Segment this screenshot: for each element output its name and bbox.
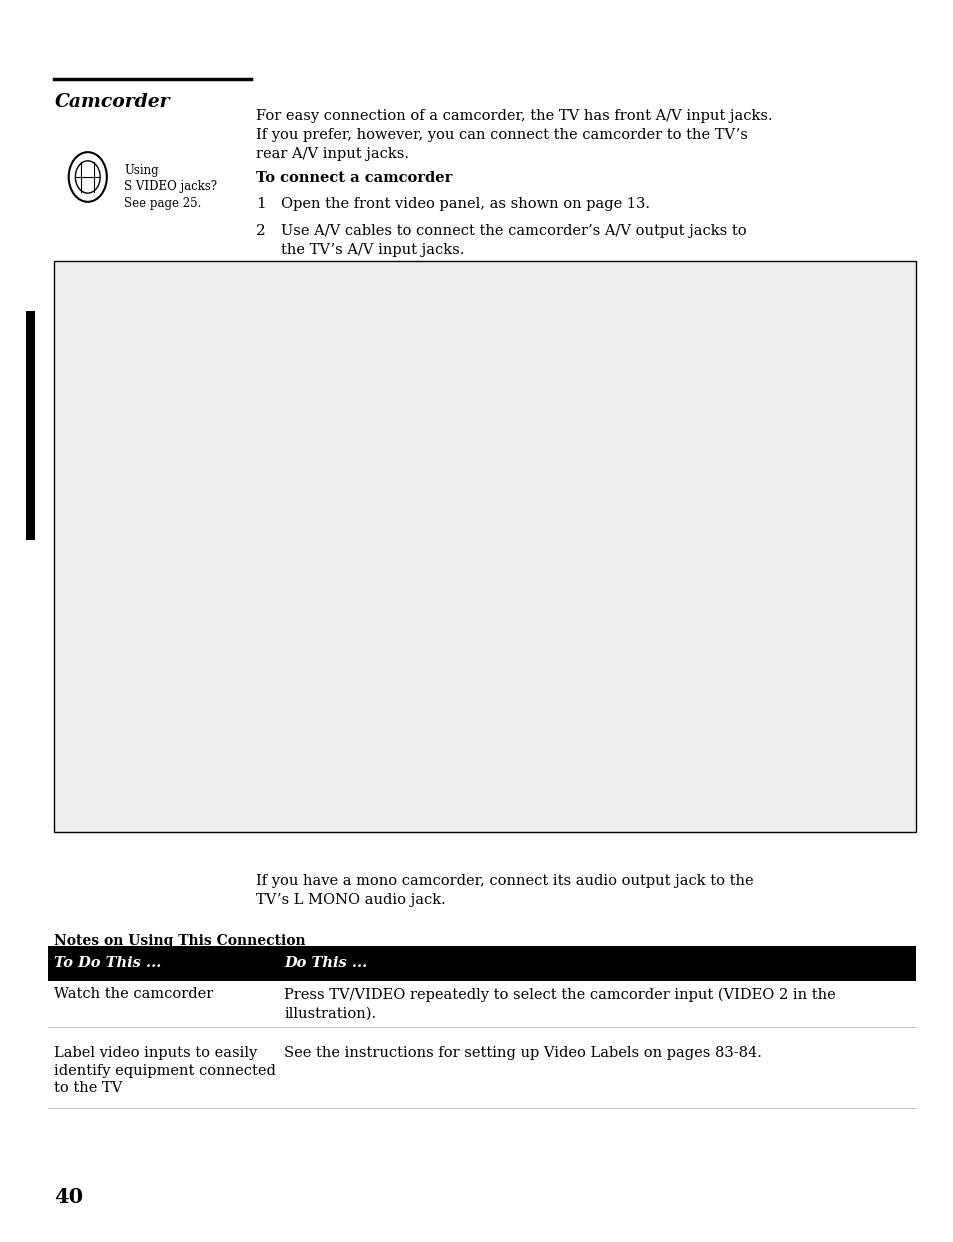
- Text: See the instructions for setting up Video Labels on pages 83-84.: See the instructions for setting up Vide…: [284, 1046, 761, 1059]
- Text: To connect a camcorder: To connect a camcorder: [255, 171, 452, 185]
- Text: If you have a mono camcorder, connect its audio output jack to the
TV’s L MONO a: If you have a mono camcorder, connect it…: [255, 874, 753, 908]
- Text: Use A/V cables to connect the camcorder’s A/V output jacks to
the TV’s A/V input: Use A/V cables to connect the camcorder’…: [281, 224, 746, 257]
- Text: For easy connection of a camcorder, the TV has front A/V input jacks.
If you pre: For easy connection of a camcorder, the …: [255, 109, 772, 161]
- Text: Label video inputs to easily
identify equipment connected
to the TV: Label video inputs to easily identify eq…: [54, 1046, 276, 1095]
- Text: Using
S VIDEO jacks?
See page 25.: Using S VIDEO jacks? See page 25.: [124, 164, 217, 210]
- Text: Do This ...: Do This ...: [284, 956, 367, 970]
- Text: Open the front video panel, as shown on page 13.: Open the front video panel, as shown on …: [281, 197, 650, 211]
- Text: 40: 40: [54, 1187, 84, 1207]
- Bar: [48, 946, 915, 981]
- Text: Notes on Using This Connection: Notes on Using This Connection: [54, 934, 306, 948]
- Text: To Do This ...: To Do This ...: [54, 956, 162, 970]
- Bar: [54, 261, 915, 832]
- Text: 2: 2: [255, 224, 265, 237]
- Text: Watch the camcorder: Watch the camcorder: [54, 987, 213, 1001]
- Text: Camcorder: Camcorder: [54, 93, 170, 111]
- Text: Press TV/VIDEO repeatedly to select the camcorder input (VIDEO 2 in the
illustra: Press TV/VIDEO repeatedly to select the …: [284, 987, 835, 1020]
- Bar: [26, 310, 35, 540]
- Text: 1: 1: [255, 197, 265, 211]
